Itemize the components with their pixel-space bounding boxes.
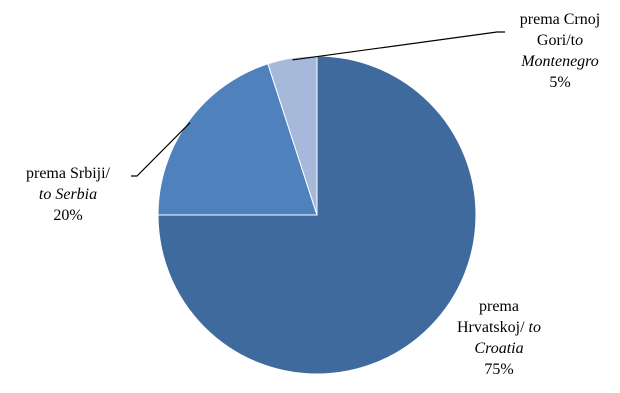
slice-label-croatia-line3: Croatia (474, 340, 524, 357)
slice-label-croatia: prema Hrvatskoj/ to Croatia 75% (444, 296, 554, 380)
slice-value-serbia: 20% (53, 207, 83, 224)
slice-label-croatia-line2: Hrvatskoj/ (457, 319, 525, 336)
slice-label-croatia-line2-italic: to (524, 319, 541, 336)
slice-label-montenegro-line1: prema Crnoj (519, 11, 601, 28)
slice-value-montenegro: 5% (549, 74, 571, 91)
leader-line-serbia (131, 122, 191, 177)
slice-label-montenegro-line2: Gori/t (536, 32, 576, 49)
pie-slice-serbia (157, 63, 318, 216)
slice-label-croatia-line1: prema (479, 298, 519, 315)
leader-line-montenegro (292, 31, 505, 61)
slice-label-montenegro-line3: Montenegro (521, 53, 599, 70)
slice-label-serbia-line1: prema Srbiji/ (26, 165, 110, 182)
slice-value-croatia: 75% (484, 361, 514, 378)
slice-label-montenegro-line2-italic: o (575, 32, 584, 49)
slice-label-montenegro: prema Crnoj Gori/to Montenegro 5% (500, 9, 620, 93)
slice-label-serbia: prema Srbiji/ to Serbia 20% (4, 163, 132, 226)
slice-label-serbia-line2: to Serbia (38, 186, 98, 203)
